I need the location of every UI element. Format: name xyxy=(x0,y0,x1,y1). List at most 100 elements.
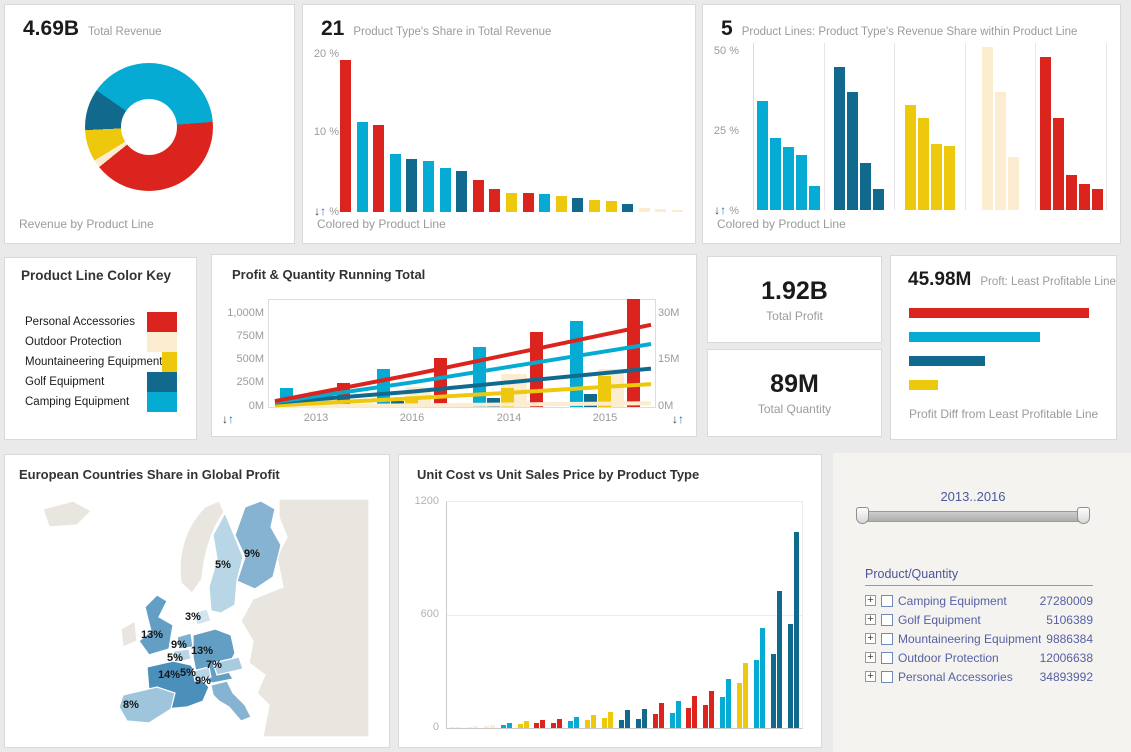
unit-cost-bar[interactable] xyxy=(720,696,726,728)
unit-price-bar[interactable] xyxy=(607,712,613,728)
within-bar[interactable] xyxy=(873,189,885,210)
within-bar[interactable] xyxy=(917,118,929,210)
expand-icon[interactable]: + xyxy=(865,614,876,625)
share-bar-10[interactable] xyxy=(489,188,501,212)
revenue-donut-chart[interactable] xyxy=(85,63,213,191)
diff-bar-yellow[interactable] xyxy=(909,380,938,390)
within-bar[interactable] xyxy=(930,144,942,210)
slider-handle-right[interactable] xyxy=(1077,507,1090,524)
unit-price-bar[interactable] xyxy=(692,695,698,728)
unit-cost-bar[interactable] xyxy=(737,682,743,728)
unit-price-bar[interactable] xyxy=(540,720,546,728)
expand-icon[interactable]: + xyxy=(865,633,876,644)
within-bar[interactable] xyxy=(1091,189,1103,210)
diff-bar-red[interactable] xyxy=(909,308,1089,318)
within-bar[interactable] xyxy=(904,105,916,210)
unit-cost-bar[interactable] xyxy=(703,705,709,728)
unit-cost-bar[interactable] xyxy=(669,712,675,728)
sort-icons-right[interactable]: ↓↑ xyxy=(672,412,684,426)
country-denmark[interactable] xyxy=(192,608,212,626)
share-bar-21[interactable] xyxy=(671,210,683,212)
unit-cost-bar[interactable] xyxy=(466,726,472,728)
sort-icons[interactable]: ↓↑ xyxy=(314,204,327,218)
country-spain[interactable] xyxy=(118,686,176,724)
country-sweden[interactable] xyxy=(208,511,244,614)
year-range-slider[interactable]: 2013..2016 xyxy=(856,489,1090,524)
unit-cost-bar[interactable] xyxy=(517,723,523,728)
unit-cost-bar[interactable] xyxy=(601,718,607,728)
unit-price-bar[interactable] xyxy=(574,717,580,728)
share-bar-18[interactable] xyxy=(622,204,634,212)
unit-cost-bar[interactable] xyxy=(500,725,506,728)
country-belgium[interactable] xyxy=(172,648,192,664)
tree-row-label[interactable]: Golf Equipment xyxy=(898,612,981,627)
share-bar-17[interactable] xyxy=(605,201,617,212)
country-netherlands[interactable] xyxy=(176,632,194,650)
country-switzerland[interactable] xyxy=(192,666,212,682)
within-bar[interactable] xyxy=(1039,57,1051,210)
within-bar[interactable] xyxy=(770,137,782,210)
unit-price-bar[interactable] xyxy=(455,726,461,728)
unit-price-bar[interactable] xyxy=(489,724,495,728)
unit-price-bar[interactable] xyxy=(759,628,765,728)
unit-price-bar[interactable] xyxy=(506,722,512,728)
sort-icons-left[interactable]: ↓↑ xyxy=(222,412,234,426)
unit-cost-bar[interactable] xyxy=(551,722,557,728)
unit-price-bar[interactable] xyxy=(624,709,630,728)
share-bar-11[interactable] xyxy=(505,192,517,212)
unit-price-bar[interactable] xyxy=(557,719,563,728)
unit-cost-bar[interactable] xyxy=(770,653,776,728)
share-bar-8[interactable] xyxy=(456,171,468,212)
share-bar-20[interactable] xyxy=(655,209,667,212)
row-checkbox[interactable] xyxy=(881,670,893,683)
country-finland[interactable] xyxy=(234,500,282,590)
within-bar[interactable] xyxy=(847,92,859,210)
running-bar-yellow-2015[interactable] xyxy=(597,376,611,407)
row-checkbox[interactable] xyxy=(881,651,893,664)
unit-price-bar[interactable] xyxy=(709,691,715,728)
within-bar[interactable] xyxy=(1052,118,1064,210)
tree-row-label[interactable]: Camping Equipment xyxy=(898,593,1007,608)
share-bar-19[interactable] xyxy=(638,208,650,212)
share-bar-12[interactable] xyxy=(522,193,534,212)
diff-bar-dark_blue[interactable] xyxy=(909,356,985,366)
within-bar[interactable] xyxy=(809,185,821,210)
within-bar[interactable] xyxy=(757,100,769,210)
share-bar-13[interactable] xyxy=(539,194,551,212)
unit-price-bar[interactable] xyxy=(743,663,749,728)
within-bar[interactable] xyxy=(943,145,955,210)
row-checkbox[interactable] xyxy=(881,632,893,645)
share-bar-15[interactable] xyxy=(572,197,584,212)
share-bar-16[interactable] xyxy=(588,200,600,212)
share-bar-7[interactable] xyxy=(439,168,451,212)
tree-row-label[interactable]: Personal Accessories xyxy=(898,669,1013,684)
slider-handle-left[interactable] xyxy=(856,507,869,524)
within-bar[interactable] xyxy=(834,66,846,210)
unit-cost-bar[interactable] xyxy=(686,708,692,728)
share-bar-4[interactable] xyxy=(389,154,401,212)
unit-price-bar[interactable] xyxy=(591,715,597,728)
unit-cost-bar[interactable] xyxy=(568,721,574,728)
unit-price-bar[interactable] xyxy=(472,726,478,728)
share-bar-2[interactable] xyxy=(356,122,368,212)
share-bar-14[interactable] xyxy=(555,196,567,212)
unit-cost-bar[interactable] xyxy=(652,713,658,728)
unit-cost-bar[interactable] xyxy=(585,720,591,728)
expand-icon[interactable]: + xyxy=(865,652,876,663)
country-austria[interactable] xyxy=(212,656,244,676)
running-bar-yellow-2016[interactable] xyxy=(404,398,418,407)
within-bar[interactable] xyxy=(783,147,795,210)
unit-cost-bar[interactable] xyxy=(618,719,624,728)
share-bar-6[interactable] xyxy=(422,160,434,212)
sort-icons[interactable]: ↓↑ xyxy=(714,203,727,217)
country-italy[interactable] xyxy=(210,680,252,722)
unit-price-bar[interactable] xyxy=(658,703,664,728)
slider-track[interactable] xyxy=(856,507,1090,524)
running-bar-dark_blue-2014[interactable] xyxy=(487,398,500,407)
share-bar-5[interactable] xyxy=(406,158,418,212)
unit-price-bar[interactable] xyxy=(776,590,782,728)
unit-price-bar[interactable] xyxy=(793,532,799,728)
unit-price-bar[interactable] xyxy=(726,679,732,728)
unit-cost-bar[interactable] xyxy=(483,726,489,728)
share-bar-1[interactable] xyxy=(340,59,351,212)
